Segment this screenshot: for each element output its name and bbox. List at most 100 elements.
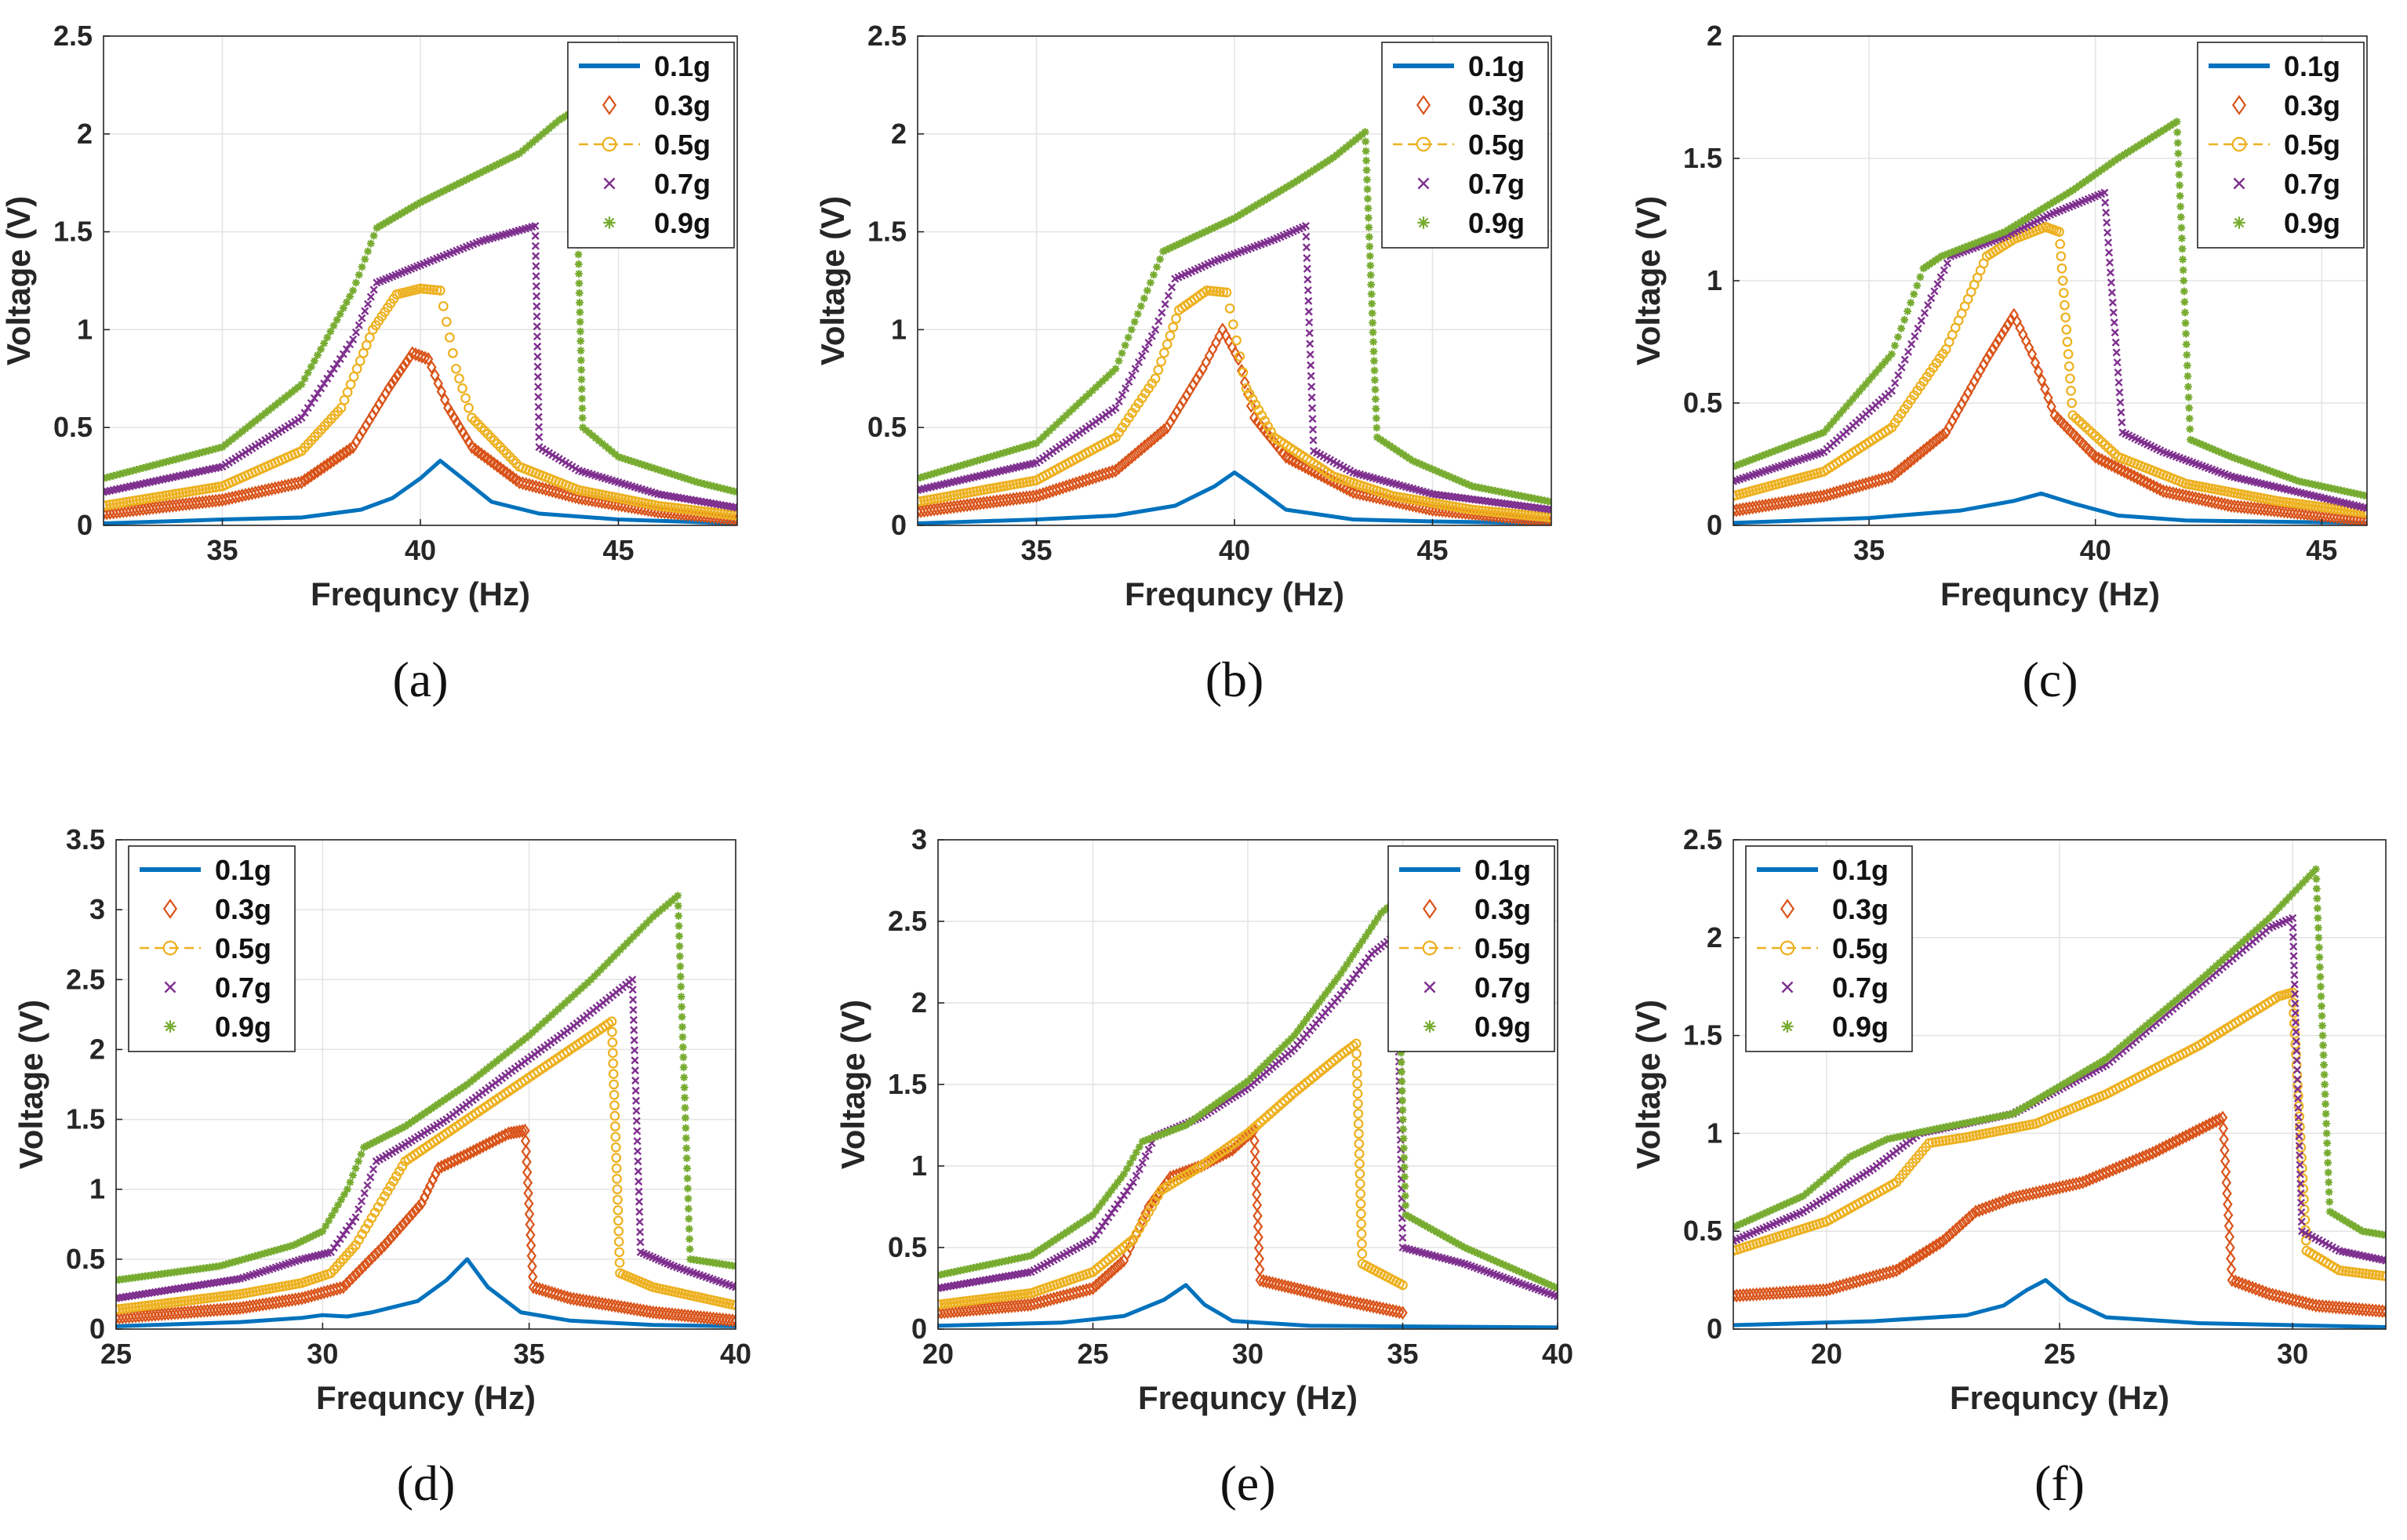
- data-point: [1994, 332, 2004, 347]
- data-point: [228, 435, 237, 444]
- data-point: [1519, 510, 1530, 521]
- data-point: [225, 438, 233, 446]
- data-point: [479, 1067, 488, 1076]
- legend-item: 0.9g: [2233, 207, 2340, 239]
- data-point: [345, 340, 355, 349]
- data-point: [413, 1200, 424, 1214]
- data-point: [1120, 1170, 1128, 1179]
- data-point: [1283, 1280, 1293, 1295]
- data-point: [2264, 1287, 2274, 1301]
- data-point: [142, 463, 151, 471]
- data-point: [1914, 324, 1922, 333]
- data-point: [320, 379, 329, 388]
- data-point: [1098, 1198, 1107, 1207]
- data-point: [531, 479, 541, 494]
- data-point: [169, 456, 177, 464]
- data-point: [1811, 1283, 1822, 1298]
- data-point: [2178, 245, 2187, 253]
- data-point: [1373, 423, 1381, 432]
- data-point: [2030, 355, 2041, 370]
- data-point: [1490, 507, 1500, 518]
- data-point: [397, 1161, 408, 1171]
- data-point: [730, 1313, 736, 1328]
- data-point: [2318, 1298, 2328, 1313]
- data-point: [198, 448, 207, 456]
- data-point: [1470, 1248, 1478, 1256]
- data-point: [1755, 452, 1763, 461]
- data-point: [1842, 402, 1851, 411]
- data-point: [401, 207, 409, 216]
- data-point: [502, 1049, 511, 1058]
- data-point: [1733, 1288, 1742, 1303]
- data-point: [433, 376, 443, 390]
- data-point: [1295, 1283, 1306, 1297]
- data-point: [2211, 1113, 2221, 1128]
- data-point: [2260, 464, 2267, 473]
- data-point: [613, 1299, 624, 1313]
- x-tick-label: 35: [206, 534, 238, 566]
- data-point: [376, 1241, 387, 1256]
- data-point: [1289, 1281, 1300, 1295]
- data-point: [2314, 1298, 2325, 1313]
- data-point: [425, 284, 435, 295]
- series-line: [1733, 1278, 2386, 1329]
- data-point: [388, 1128, 397, 1137]
- data-point: [1997, 327, 2007, 342]
- data-point: [2249, 461, 2258, 469]
- data-point: [634, 1167, 642, 1175]
- series-0-9g: [1733, 118, 2367, 500]
- data-point: [299, 1237, 307, 1244]
- data-point: [1470, 505, 1481, 515]
- data-point: [645, 916, 654, 924]
- data-point: [631, 1056, 639, 1065]
- data-point: [525, 1031, 533, 1040]
- data-point: [2342, 511, 2352, 525]
- legend-label: 0.5g: [2284, 129, 2340, 161]
- data-point: [1129, 1153, 1137, 1162]
- legend-label: 0.1g: [2284, 50, 2340, 82]
- data-point: [2198, 1120, 2208, 1135]
- data-point: [1141, 345, 1150, 354]
- y-tick-label: 2: [77, 118, 93, 150]
- legend-label: 0.9g: [1474, 1011, 1531, 1043]
- data-point: [2246, 459, 2255, 468]
- data-point: [933, 468, 942, 477]
- data-point: [311, 357, 318, 365]
- data-point: [940, 467, 948, 475]
- data-point: [2059, 192, 2067, 201]
- data-point: [1035, 436, 1044, 445]
- data-point: [1994, 230, 2002, 238]
- data-point: [228, 1259, 237, 1267]
- data-point: [2282, 472, 2290, 481]
- data-point: [1211, 286, 1222, 297]
- legend-marker-swatch: [1417, 216, 1430, 229]
- legend-item: 0.1g: [1399, 854, 1531, 886]
- data-point: [674, 922, 683, 930]
- data-point: [1398, 1233, 1407, 1242]
- data-point: [1354, 1179, 1365, 1190]
- data-point: [1365, 928, 1373, 936]
- data-point: [492, 161, 500, 169]
- data-point: [2275, 503, 2286, 518]
- data-point: [1372, 405, 1380, 413]
- data-point: [1933, 280, 1942, 289]
- data-point: [631, 458, 639, 467]
- legend-label: 0.1g: [654, 50, 711, 82]
- data-point: [1108, 368, 1117, 376]
- data-point: [431, 285, 442, 296]
- data-point: [2171, 486, 2182, 501]
- data-point: [534, 412, 543, 421]
- data-point: [2300, 1295, 2311, 1310]
- data-point: [518, 147, 527, 155]
- data-point: [1507, 508, 1517, 519]
- panel-caption: (e): [1220, 1455, 1275, 1511]
- data-point: [238, 1255, 246, 1264]
- data-point: [1268, 1052, 1277, 1061]
- data-point: [1442, 470, 1450, 479]
- data-point: [2256, 502, 2267, 517]
- legend-item: 0.1g: [2209, 50, 2340, 82]
- data-point: [1353, 1108, 1364, 1119]
- data-point: [1304, 1284, 1315, 1299]
- legend-item: 0.5g: [1399, 932, 1531, 964]
